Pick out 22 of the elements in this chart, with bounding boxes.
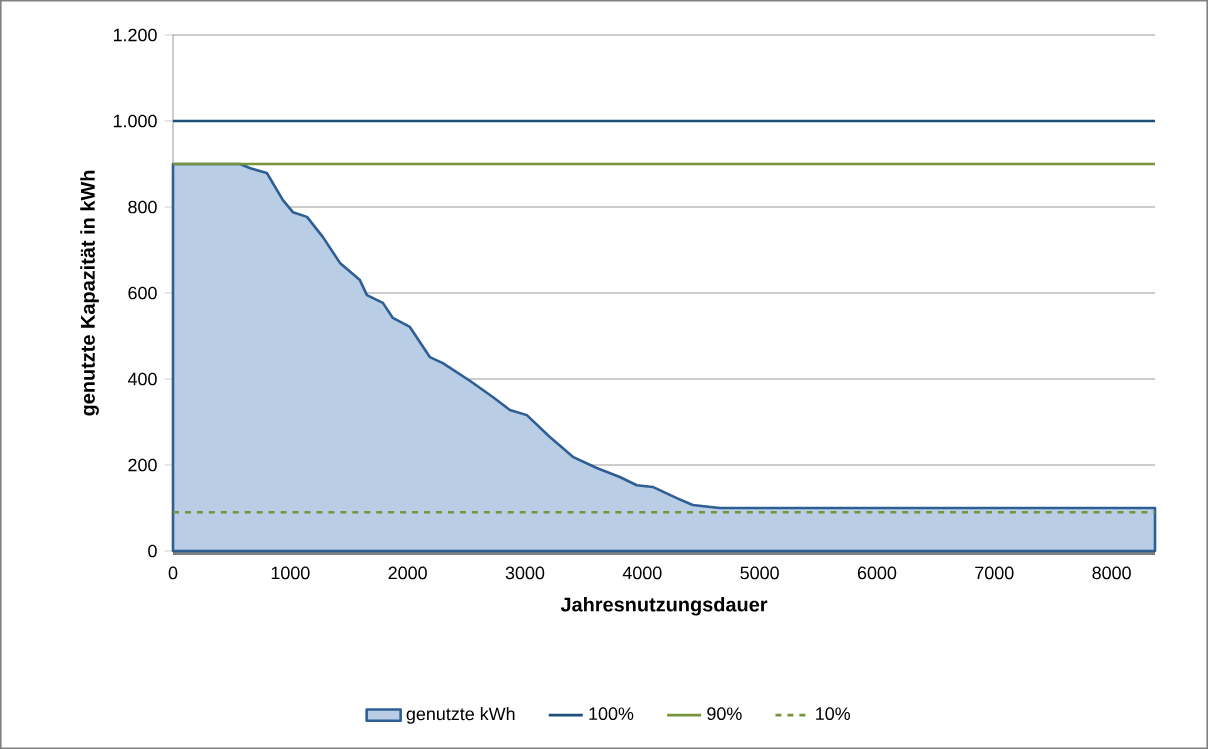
- x-tick-label: 5000: [740, 566, 779, 580]
- legend-label: genutzte kWh: [406, 707, 515, 724]
- x-tick-label: 7000: [975, 566, 1014, 580]
- y-tick-label: 1.000: [113, 114, 157, 128]
- y-tick-label: 200: [128, 458, 157, 472]
- x-tick-label: 0: [168, 566, 178, 580]
- x-tick-label: 3000: [505, 566, 545, 580]
- legend-label: 90%: [707, 707, 742, 721]
- x-tick-label: 1000: [271, 566, 310, 580]
- legend-label: 10%: [816, 707, 851, 721]
- y-tick-label: 800: [128, 200, 157, 214]
- y-axis-title: genutzte Kapazität in kWh: [80, 170, 99, 416]
- x-tick-label: 6000: [857, 566, 897, 580]
- x-tick-label: 2000: [388, 566, 427, 580]
- x-tick-label: 8000: [1092, 566, 1131, 580]
- y-tick-label: 600: [128, 286, 157, 300]
- y-tick-label: 400: [127, 372, 157, 386]
- x-tick-label: 4000: [622, 566, 662, 580]
- y-tick-label: 0: [148, 544, 157, 558]
- x-axis-title: Jahresnutzungsdauer: [560, 596, 768, 616]
- y-tick-label: 1.200: [113, 28, 157, 42]
- legend-label: 100%: [589, 707, 634, 721]
